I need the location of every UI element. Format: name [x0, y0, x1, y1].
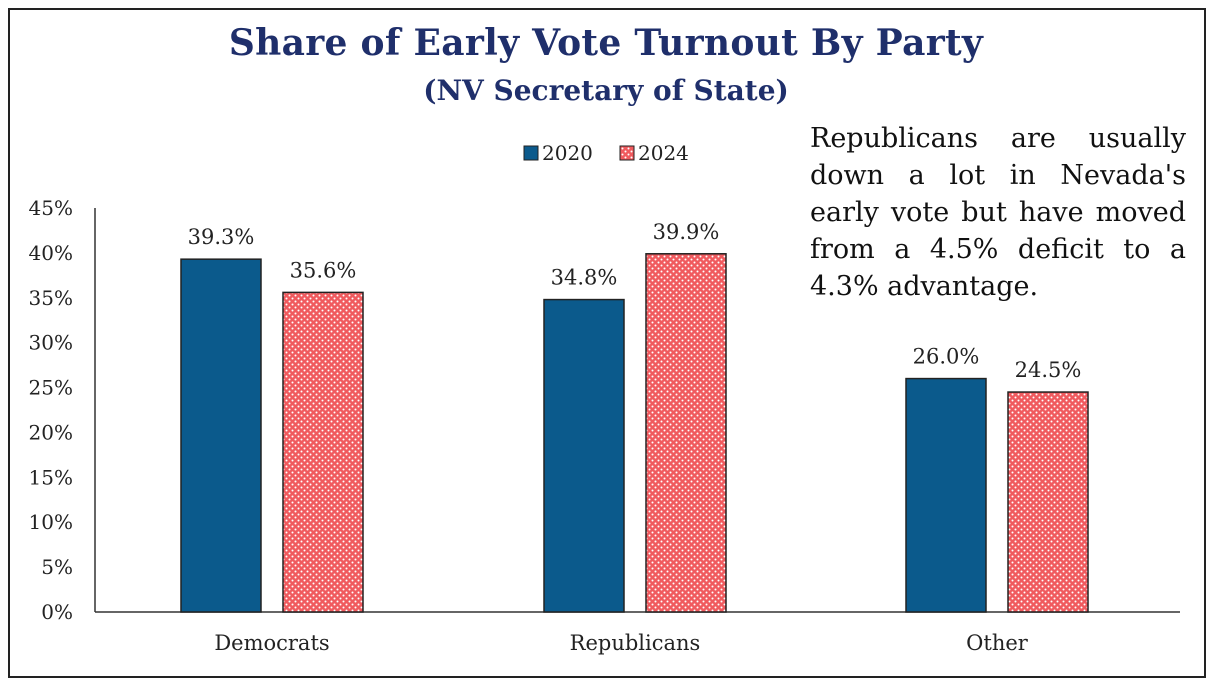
- y-tick-label: 45%: [29, 196, 73, 220]
- x-category-label: Democrats: [214, 631, 329, 655]
- chart-title: Share of Early Vote Turnout By Party: [228, 22, 984, 64]
- data-label-democrats-2020: 39.3%: [188, 225, 255, 249]
- x-category-label: Republicans: [570, 631, 701, 655]
- legend-label-2020: 2020: [542, 141, 593, 165]
- legend-swatch-2020: [523, 145, 539, 161]
- y-tick-label: 0%: [41, 600, 73, 624]
- bar-other-2024: [1007, 391, 1089, 613]
- y-tick-label: 30%: [29, 331, 73, 355]
- chart-annotation: Republicans are usually down a lot in Ne…: [810, 123, 1186, 302]
- data-label-other-2020: 26.0%: [913, 345, 980, 369]
- x-category-label: Other: [966, 631, 1029, 655]
- bar-democrats-2024: [282, 291, 364, 613]
- bar-republicans-2020: [543, 298, 625, 613]
- data-label-republicans-2024: 39.9%: [653, 220, 720, 244]
- y-tick-label: 15%: [29, 465, 73, 489]
- data-label-republicans-2020: 34.8%: [551, 266, 618, 290]
- y-tick-label: 10%: [29, 510, 73, 534]
- y-tick-label: 40%: [29, 241, 73, 265]
- legend-swatch-2024: [619, 145, 635, 161]
- chart-subtitle: (NV Secretary of State): [423, 74, 789, 107]
- bar-other-2020: [905, 377, 987, 613]
- y-tick-label: 5%: [41, 555, 73, 579]
- legend-label-2024: 2024: [638, 141, 689, 165]
- data-label-democrats-2024: 35.6%: [290, 258, 357, 282]
- y-tick-label: 20%: [29, 420, 73, 444]
- y-tick-label: 35%: [29, 286, 73, 310]
- data-label-other-2024: 24.5%: [1015, 358, 1082, 382]
- bar-republicans-2024: [645, 253, 727, 613]
- bar-democrats-2020: [180, 258, 262, 613]
- y-tick-label: 25%: [29, 376, 73, 400]
